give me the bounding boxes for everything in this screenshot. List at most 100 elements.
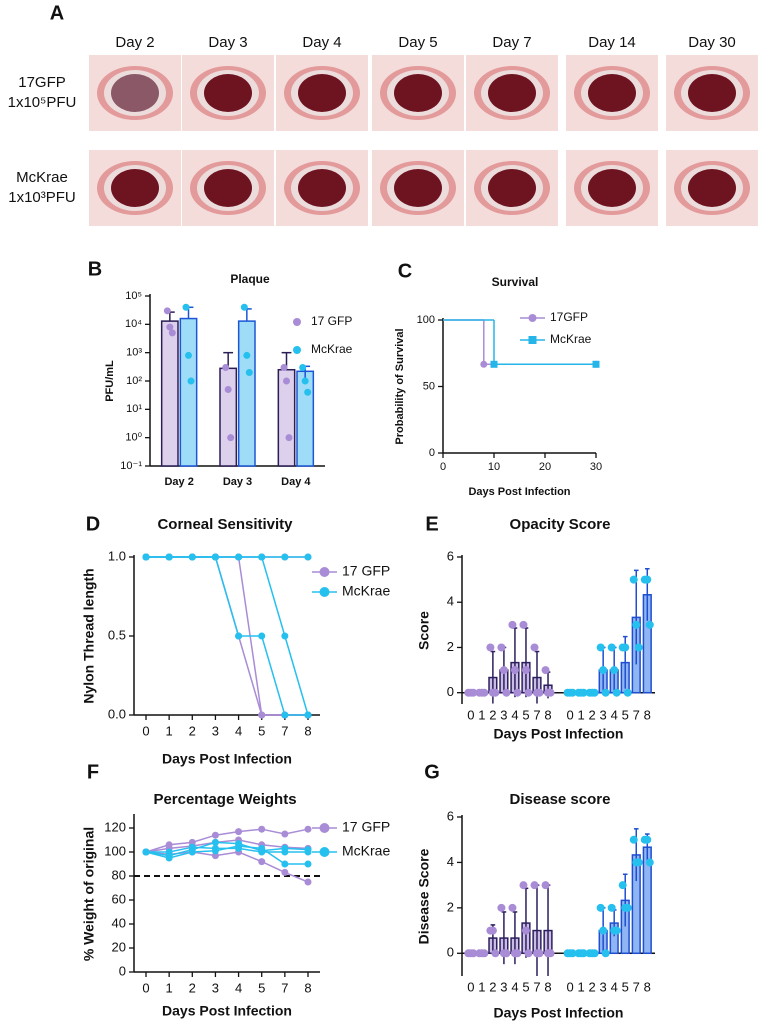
x-tick-label: 1 — [166, 980, 173, 995]
bar — [296, 370, 315, 467]
x-tick-label: Day 3 — [223, 476, 252, 488]
chart-title: Plaque — [230, 272, 270, 286]
data-point — [568, 688, 577, 697]
iris — [111, 74, 159, 112]
x-tick-label: 3 — [600, 707, 607, 722]
x-tick-label: 1 — [166, 723, 173, 738]
data-point — [469, 688, 478, 697]
data-point — [546, 949, 555, 958]
data-point — [521, 666, 530, 675]
x-tick-label: 8 — [304, 980, 311, 995]
panel-label: C — [398, 260, 412, 282]
x-tick-label: 8 — [544, 979, 551, 994]
chart-title: Opacity Score — [510, 516, 611, 533]
legend-marker — [293, 318, 301, 326]
data-point — [165, 553, 173, 561]
y-tick-label: 4 — [447, 854, 454, 869]
iris — [488, 169, 536, 207]
y-tick-label: 0.0 — [108, 706, 126, 721]
data-point — [632, 620, 641, 629]
x-tick-label: 4 — [235, 980, 242, 995]
chart-title: Disease score — [510, 791, 611, 808]
x-tick-label: 1 — [577, 979, 584, 994]
iris — [204, 74, 252, 112]
data-point — [304, 388, 312, 396]
y-tick-label: 10⁵ — [125, 290, 142, 302]
y-tick-label: 10³ — [126, 347, 142, 359]
data-point — [258, 632, 266, 640]
day-label: Day 2 — [115, 34, 154, 51]
day-label: Day 7 — [492, 34, 531, 51]
panel-label: G — [424, 761, 440, 783]
data-point — [601, 949, 610, 958]
y-axis-label: PFU/mL — [104, 360, 116, 402]
y-tick-label: 80 — [112, 867, 126, 882]
data-point — [165, 848, 173, 856]
x-tick-label: 0 — [566, 979, 573, 994]
data-point — [245, 368, 253, 376]
x-tick-label: 7 — [633, 979, 640, 994]
bar — [160, 320, 179, 467]
x-tick-label: 10 — [488, 461, 500, 473]
chart-title: Percentage Weights — [153, 791, 296, 808]
data-point — [469, 949, 478, 958]
data-point — [618, 881, 627, 890]
data-point — [524, 949, 533, 958]
data-point — [142, 553, 150, 561]
data-point — [623, 903, 632, 912]
data-point — [519, 620, 528, 629]
x-tick-label: 3 — [212, 980, 219, 995]
bar — [179, 317, 198, 467]
legend-marker — [528, 314, 537, 322]
data-point — [280, 363, 288, 371]
day-label: Day 30 — [688, 34, 736, 51]
x-tick-label: 4 — [235, 723, 242, 738]
data-point — [612, 926, 621, 935]
row-label: 1x10³PFU — [8, 189, 76, 206]
day-label: Day 4 — [302, 34, 341, 51]
data-point — [258, 848, 266, 856]
y-tick-label: 1.0 — [108, 548, 126, 563]
data-point — [281, 848, 289, 856]
data-point — [222, 363, 230, 371]
data-point — [541, 666, 550, 675]
x-tick-label: 0 — [467, 979, 474, 994]
data-point — [281, 830, 289, 838]
y-tick-label: 0 — [429, 447, 435, 459]
data-point — [579, 688, 588, 697]
legend-label: 17 GFP — [311, 314, 352, 328]
panel-label: E — [425, 513, 438, 535]
data-point — [281, 553, 289, 561]
data-point — [188, 553, 196, 561]
data-point — [182, 303, 190, 311]
y-tick-label: 0 — [447, 945, 454, 960]
data-point — [607, 903, 616, 912]
x-tick-label: Day 2 — [164, 476, 193, 488]
data-point — [486, 643, 495, 652]
row-label: 1x10⁵PFU — [8, 94, 77, 111]
data-point — [281, 868, 289, 876]
y-tick-label: 50 — [423, 380, 435, 392]
x-tick-label: 0 — [566, 707, 573, 722]
data-point — [258, 825, 266, 833]
data-point — [596, 643, 605, 652]
data-point — [568, 949, 577, 958]
data-point — [491, 688, 500, 697]
data-point — [524, 688, 533, 697]
data-point — [211, 844, 219, 852]
x-tick-label: 2 — [589, 707, 596, 722]
day-label: Day 14 — [588, 34, 636, 51]
x-tick-label: 4 — [511, 979, 518, 994]
data-point — [535, 688, 544, 697]
bar — [219, 367, 238, 467]
legend-marker — [319, 587, 330, 597]
data-point — [480, 688, 489, 697]
data-point — [502, 688, 511, 697]
legend-label: McKrae — [311, 342, 353, 356]
data-point — [541, 881, 550, 890]
x-tick-label: 1 — [577, 707, 584, 722]
y-tick-label: 6 — [447, 548, 454, 563]
data-point — [612, 688, 621, 697]
